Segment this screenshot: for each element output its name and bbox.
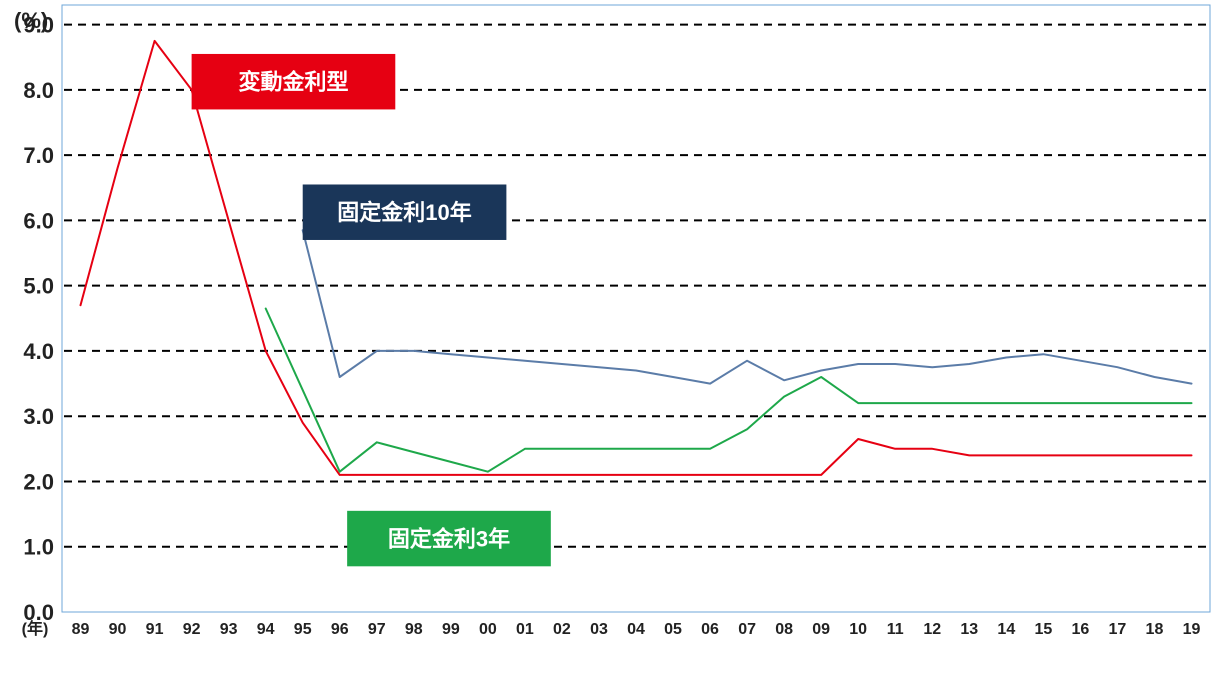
interest-rate-chart: 0.01.02.03.04.05.06.07.08.09.0(%)8990919… [0, 0, 1219, 673]
legend-label: 固定金利10年 [337, 200, 471, 225]
y-tick-label: 2.0 [23, 469, 54, 494]
x-tick-label: 97 [368, 621, 386, 638]
legend-box: 固定金利3年 [347, 511, 551, 566]
x-tick-label: 02 [553, 621, 571, 638]
x-tick-label: 16 [1071, 621, 1089, 638]
x-tick-label: 90 [109, 621, 127, 638]
x-tick-label: 95 [294, 621, 312, 638]
x-tick-label: 07 [738, 621, 756, 638]
x-tick-label: 98 [405, 621, 423, 638]
x-tick-label: 96 [331, 621, 349, 638]
x-axis-unit: (年) [22, 619, 49, 638]
x-tick-label: 03 [590, 621, 608, 638]
y-tick-label: 6.0 [23, 208, 54, 233]
x-tick-label: 14 [997, 621, 1015, 638]
y-tick-label: 3.0 [23, 404, 54, 429]
x-tick-label: 08 [775, 621, 793, 638]
x-tick-label: 17 [1109, 621, 1127, 638]
x-tick-label: 92 [183, 621, 201, 638]
x-tick-label: 15 [1034, 621, 1052, 638]
y-tick-label: 1.0 [23, 535, 54, 560]
x-tick-label: 99 [442, 621, 460, 638]
x-tick-label: 11 [887, 621, 904, 638]
x-tick-label: 91 [146, 621, 164, 638]
y-tick-label: 4.0 [23, 339, 54, 364]
x-tick-label: 10 [849, 621, 867, 638]
y-tick-label: 8.0 [23, 78, 54, 103]
legend-label: 変動金利型 [238, 70, 348, 95]
x-tick-label: 05 [664, 621, 682, 638]
x-tick-label: 18 [1146, 621, 1164, 638]
y-tick-label: 7.0 [23, 143, 54, 168]
legend-label: 固定金利3年 [388, 527, 510, 552]
y-axis-unit: (%) [14, 8, 48, 33]
legend-box: 固定金利10年 [303, 184, 507, 239]
y-tick-label: 5.0 [23, 274, 54, 299]
x-tick-label: 89 [72, 621, 90, 638]
x-tick-label: 00 [479, 621, 497, 638]
x-tick-label: 01 [516, 621, 534, 638]
x-tick-label: 04 [627, 621, 645, 638]
x-tick-label: 12 [923, 621, 941, 638]
x-tick-label: 06 [701, 621, 719, 638]
x-tick-label: 94 [257, 621, 275, 638]
x-tick-label: 93 [220, 621, 238, 638]
x-tick-label: 13 [960, 621, 978, 638]
legend-box: 変動金利型 [192, 54, 396, 109]
x-tick-label: 19 [1183, 621, 1201, 638]
x-tick-label: 09 [812, 621, 830, 638]
